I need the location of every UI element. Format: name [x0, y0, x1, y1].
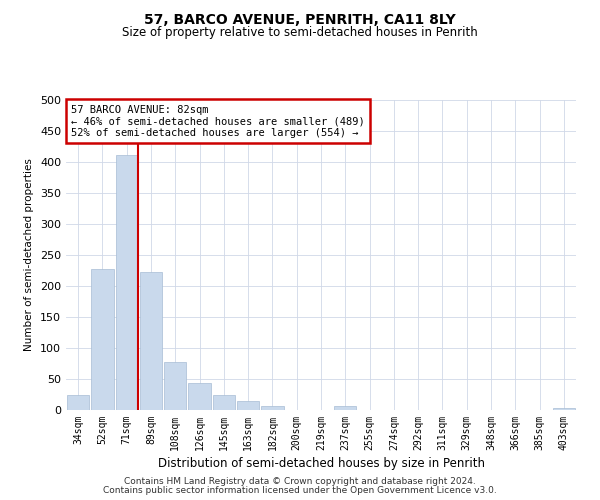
- Text: Contains HM Land Registry data © Crown copyright and database right 2024.: Contains HM Land Registry data © Crown c…: [124, 477, 476, 486]
- Bar: [116, 155, 138, 410]
- Y-axis label: Number of semi-detached properties: Number of semi-detached properties: [25, 158, 34, 352]
- Bar: [237, 400, 259, 410]
- Bar: [164, 362, 187, 410]
- Bar: [212, 394, 235, 410]
- Text: 57, BARCO AVENUE, PENRITH, CA11 8LY: 57, BARCO AVENUE, PENRITH, CA11 8LY: [144, 12, 456, 26]
- Bar: [140, 272, 162, 410]
- Text: Contains public sector information licensed under the Open Government Licence v3: Contains public sector information licen…: [103, 486, 497, 495]
- Bar: [67, 394, 89, 410]
- Bar: [334, 406, 356, 410]
- Bar: [91, 268, 113, 410]
- Bar: [553, 408, 575, 410]
- Bar: [188, 382, 211, 410]
- Text: 57 BARCO AVENUE: 82sqm
← 46% of semi-detached houses are smaller (489)
52% of se: 57 BARCO AVENUE: 82sqm ← 46% of semi-det…: [71, 104, 365, 138]
- X-axis label: Distribution of semi-detached houses by size in Penrith: Distribution of semi-detached houses by …: [157, 457, 485, 470]
- Bar: [261, 406, 284, 410]
- Text: Size of property relative to semi-detached houses in Penrith: Size of property relative to semi-detach…: [122, 26, 478, 39]
